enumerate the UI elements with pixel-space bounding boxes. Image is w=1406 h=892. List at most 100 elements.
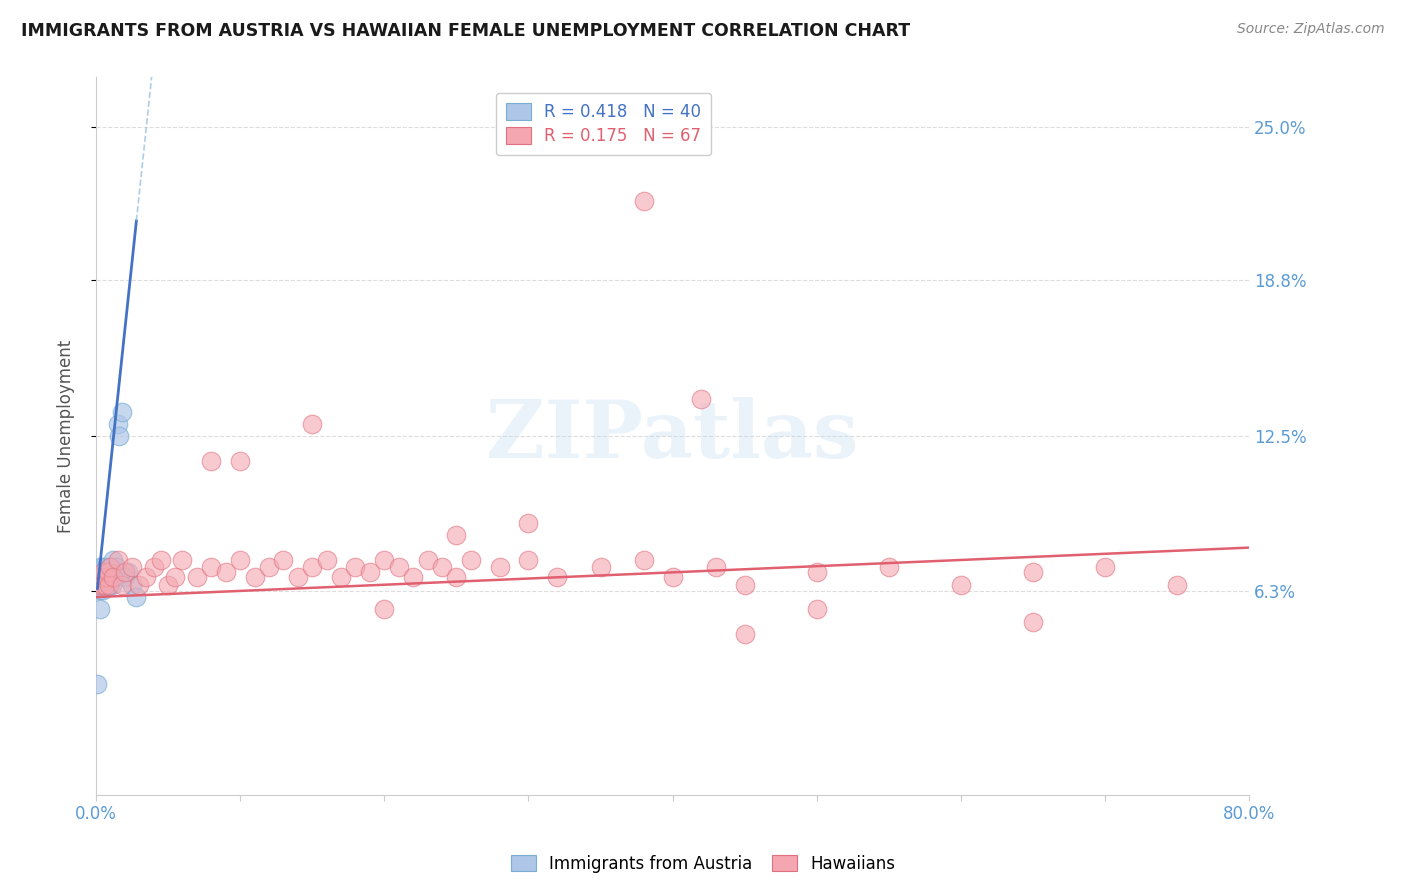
Point (446, 528, 468, 542)
Point (359, 566, 381, 580)
Point (105, 560, 128, 574)
Point (135, 570, 157, 584)
Point (373, 602, 395, 616)
Point (94, 578, 117, 592)
Point (229, 454, 252, 468)
Point (103, 570, 125, 584)
Point (90, 563, 112, 577)
Point (142, 560, 165, 574)
Point (89, 570, 111, 584)
Point (690, 392, 713, 406)
Point (101, 578, 124, 592)
Point (517, 516, 540, 530)
Point (93, 578, 115, 592)
Point (125, 590, 148, 604)
Point (90, 575, 112, 590)
Point (589, 560, 612, 574)
Y-axis label: Female Unemployment: Female Unemployment (58, 340, 75, 533)
Point (1166, 578, 1188, 592)
Point (165, 570, 187, 584)
Point (86, 676, 108, 690)
Point (98, 566, 121, 580)
Point (91, 582, 114, 597)
Point (806, 566, 828, 580)
Point (93, 570, 115, 584)
Point (273, 553, 295, 567)
Point (157, 578, 180, 592)
Point (91, 570, 114, 584)
Point (460, 553, 482, 567)
Point (87, 578, 110, 592)
Point (229, 553, 252, 567)
Point (114, 566, 136, 580)
Point (877, 560, 900, 574)
Point (104, 570, 127, 584)
Point (446, 570, 468, 584)
Point (344, 560, 367, 574)
Point (98, 578, 121, 592)
Text: ZIPatlas: ZIPatlas (486, 397, 859, 475)
Point (301, 560, 323, 574)
Point (949, 578, 972, 592)
Point (90, 578, 112, 592)
Point (91, 560, 114, 574)
Text: Source: ZipAtlas.com: Source: ZipAtlas.com (1237, 22, 1385, 37)
Point (388, 560, 411, 574)
Point (215, 566, 238, 580)
Point (1094, 560, 1116, 574)
Point (94, 570, 117, 584)
Point (430, 560, 453, 574)
Point (200, 560, 222, 574)
Point (100, 560, 122, 574)
Point (94, 570, 117, 584)
Point (416, 553, 439, 567)
Point (734, 627, 756, 641)
Point (96, 566, 118, 580)
Point (96, 575, 118, 590)
Point (243, 570, 266, 584)
Point (93, 566, 115, 580)
Point (734, 578, 756, 592)
Point (121, 578, 143, 592)
Point (98, 578, 121, 592)
Point (94, 560, 117, 574)
Point (315, 553, 337, 567)
Point (86, 570, 108, 584)
Point (1022, 615, 1045, 629)
Point (373, 553, 395, 567)
Point (93, 578, 115, 592)
Legend: R = 0.418   N = 40, R = 0.175   N = 67: R = 0.418 N = 40, R = 0.175 N = 67 (496, 93, 711, 155)
Point (121, 560, 143, 574)
Point (200, 454, 222, 468)
Point (91, 578, 114, 592)
Point (128, 578, 150, 592)
Point (107, 417, 129, 431)
Point (546, 570, 568, 584)
Point (172, 553, 194, 567)
Point (89, 602, 111, 616)
Point (149, 553, 172, 567)
Point (633, 194, 655, 209)
Point (103, 553, 125, 567)
Point (91, 566, 114, 580)
Text: IMMIGRANTS FROM AUSTRIA VS HAWAIIAN FEMALE UNEMPLOYMENT CORRELATION CHART: IMMIGRANTS FROM AUSTRIA VS HAWAIIAN FEMA… (21, 22, 910, 40)
Point (661, 570, 683, 584)
Point (111, 578, 134, 592)
Point (111, 404, 134, 418)
Point (89, 582, 111, 597)
Point (108, 429, 131, 443)
Point (517, 553, 540, 567)
Point (86, 566, 108, 580)
Point (402, 570, 425, 584)
Point (89, 570, 111, 584)
Point (186, 570, 208, 584)
Point (257, 560, 280, 574)
Point (87, 566, 110, 580)
Point (87, 578, 110, 592)
Legend: Immigrants from Austria, Hawaiians: Immigrants from Austria, Hawaiians (503, 848, 903, 880)
Point (107, 553, 129, 567)
Point (704, 560, 727, 574)
Point (1022, 566, 1045, 580)
Point (287, 570, 309, 584)
Point (89, 560, 111, 574)
